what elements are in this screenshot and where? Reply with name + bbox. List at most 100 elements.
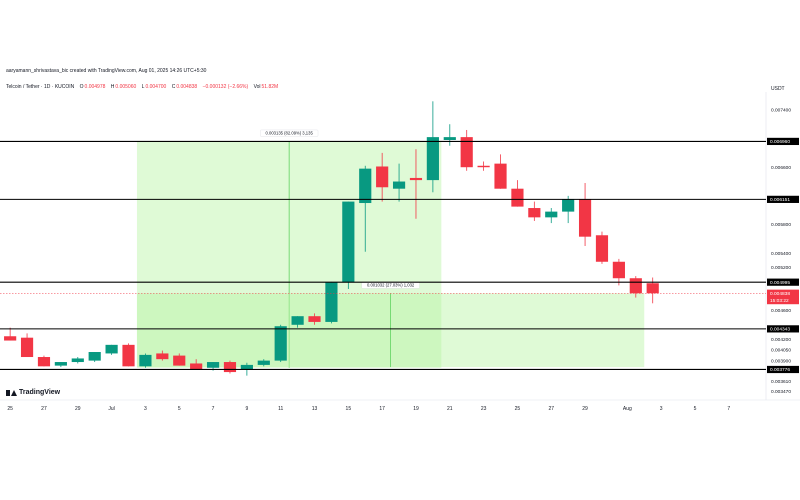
ohlc-open-label: O [79, 84, 84, 90]
x-tick-6: 5 [178, 406, 181, 412]
candle-body-28 [460, 137, 473, 168]
last-price-countdown: 15:03:22 [770, 298, 789, 304]
x-tick-18: 29 [582, 406, 588, 412]
x-tick-7: 7 [212, 406, 215, 412]
level-tag-4 [767, 325, 799, 333]
candle-body-18 [291, 316, 304, 325]
candle-body-33 [545, 211, 558, 218]
tradingview-logo[interactable]: TradingView [6, 389, 60, 396]
level-tag-5 [767, 365, 799, 374]
y-tick-12: 0.004050 [771, 348, 791, 354]
y-tick-13: 0.003900 [771, 358, 791, 364]
price-range-label-2: 0.001032 (27.03%) 1,032 [367, 282, 415, 287]
logo-text: TradingView [19, 389, 61, 396]
chart-credit: aaryamann_shrivastava_bic created with T… [6, 68, 207, 74]
symbol-title[interactable]: Telcoin / Tether · 1D · KUCOIN [6, 84, 75, 90]
x-tick-8: 9 [245, 406, 248, 412]
level-tag-text-2: 0.006151 [770, 197, 790, 203]
candle-body-1 [4, 336, 17, 341]
candle-body-8 [122, 344, 135, 367]
candle-body-2 [20, 337, 34, 358]
time-axis[interactable]: 25 27 29 Jul 3 5 7 9 11 13 15 17 19 21 23 25 27 29 Aug 3 5 7 [7, 406, 730, 412]
ohlc-close-value: 0.004838 [176, 84, 198, 90]
ohlc-open-value: 0.004978 [84, 84, 106, 90]
ohlc-low-label: L [141, 84, 145, 90]
candle-body-4 [54, 362, 67, 366]
horizontal-levels[interactable]: 0.006960 0.006151 0.004995 0.004343 0.003776… [0, 137, 799, 374]
candle-body-23 [376, 166, 389, 188]
x-tick-15: 23 [481, 406, 487, 412]
candle-body-7 [105, 344, 118, 354]
y-tick-3: 0.006600 [771, 165, 791, 171]
candle-body-25 [409, 177, 423, 181]
x-tick-11: 15 [346, 406, 352, 412]
candle-body-17 [274, 326, 287, 361]
volume-label: Vol [253, 84, 261, 90]
candle-body-37 [612, 261, 625, 279]
y-tick-9: 0.004600 [771, 308, 791, 314]
price-range-label-bg-1 [260, 129, 319, 137]
candle-body-13 [206, 362, 220, 368]
x-tick-9: 11 [278, 406, 283, 412]
y-tick-11: 0.004200 [771, 337, 791, 343]
level-tag-text-3: 0.004995 [770, 280, 790, 286]
x-tick-4: Jul [108, 406, 114, 412]
x-tick-13: 19 [413, 406, 419, 412]
level-tag-text-4: 0.004343 [770, 327, 790, 333]
candle-body-16 [257, 360, 270, 365]
level-tag-2 [767, 195, 799, 203]
last-price-value: 0.004838 [770, 291, 790, 297]
candle-body-36 [595, 235, 609, 262]
candle-body-32 [528, 208, 541, 218]
ohlc-change-value: −0.000132 (−2.66%) [202, 84, 249, 90]
y-tick-7: 0.005200 [771, 265, 791, 271]
price-range-tools[interactable]: 0.003135 (82.09%) 3,135 0.001032 (27.03%)… [136, 129, 645, 368]
candle-body-19 [308, 316, 321, 322]
candle-body-38 [629, 278, 642, 294]
candle-body-34 [562, 199, 575, 212]
level-tag-1 [767, 137, 799, 146]
ohlc-low-value: 0.004700 [145, 84, 167, 90]
y-tick-6: 0.005400 [771, 251, 791, 257]
candle-body-31 [511, 188, 524, 207]
x-tick-16: 25 [515, 406, 521, 412]
price-range-label-bg-2 [361, 281, 420, 289]
candle-body-30 [494, 163, 507, 189]
x-tick-5: 3 [144, 406, 147, 412]
y-tick-15: 0.003610 [771, 379, 791, 385]
candle-body-6 [88, 352, 101, 361]
x-tick-2: 27 [41, 406, 47, 412]
y-tick-1: 0.007400 [771, 108, 791, 114]
price-range-box-1 [136, 141, 442, 368]
candle-body-10 [156, 353, 169, 360]
x-tick-17: 27 [548, 406, 554, 412]
volume-value: 51.82M [261, 84, 279, 90]
x-tick-14: 21 [447, 406, 453, 412]
price-range-label-1: 0.003135 (82.09%) 3,135 [266, 130, 314, 135]
candles[interactable] [4, 101, 659, 376]
candle-body-11 [173, 355, 186, 366]
x-tick-10: 13 [312, 406, 318, 412]
last-price-tag [767, 289, 799, 305]
x-tick-19: Aug [623, 406, 632, 412]
candle-body-3 [37, 357, 51, 367]
candle-body-9 [139, 354, 152, 367]
x-tick-22: 7 [727, 406, 730, 412]
price-range-box-2 [136, 293, 645, 368]
x-tick-21: 5 [694, 406, 697, 412]
level-tag-text-1: 0.006960 [770, 139, 790, 145]
tradingview-logo-icon [6, 389, 17, 396]
candle-body-39 [646, 283, 659, 294]
ohlc-close-label: C [171, 84, 176, 90]
price-axis[interactable]: 0.007400 0.006600 0.005800 0.005400 0.005200… [771, 108, 791, 395]
candle-body-5 [71, 358, 84, 363]
candle-body-26 [426, 137, 439, 181]
ohlc-high-label: H [110, 84, 115, 90]
candle-body-21 [342, 201, 355, 283]
ohlc-high-value: 0.005060 [115, 84, 137, 90]
candle-body-27 [443, 137, 456, 140]
currency-label: USDT [771, 86, 785, 92]
y-tick-16: 0.003470 [771, 389, 791, 395]
candle-body-24 [392, 181, 406, 189]
